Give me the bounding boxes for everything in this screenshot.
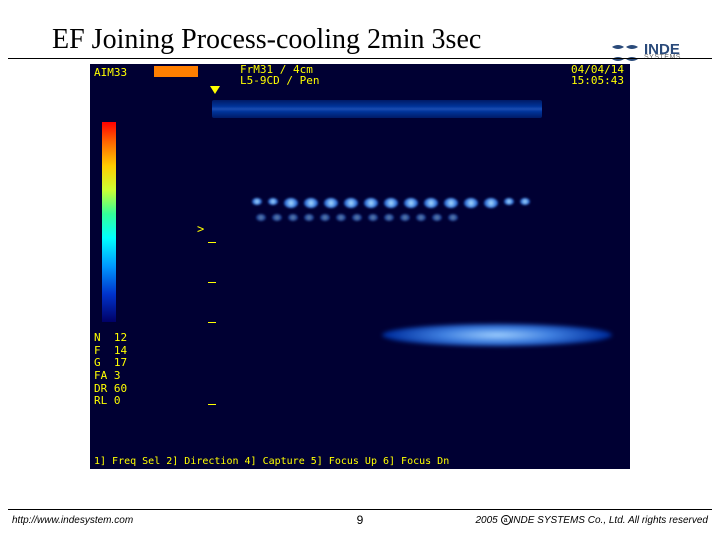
echo-row [252, 198, 530, 208]
probe-info: FrM31 / 4cmL5-9CD / Pen [240, 64, 319, 86]
color-scale-bar [102, 122, 116, 322]
orange-indicator [154, 66, 198, 77]
deep-echo [382, 324, 612, 346]
header-rule [8, 58, 712, 59]
footer-url: http://www.indesystem.com [12, 515, 133, 526]
ultrasound-screenshot: AIM33 FrM31 / 4cmL5-9CD / Pen 04/04/1415… [90, 64, 630, 469]
datetime: 04/04/1415:05:43 [571, 64, 624, 86]
page-number: 9 [357, 513, 364, 527]
menu-bar: 1] Freq Sel 2] Direction 4] Capture 5] F… [90, 454, 630, 469]
slide-footer: http://www.indesystem.com 9 2005 aINDE S… [0, 510, 720, 530]
device-label: AIM33 [94, 66, 127, 79]
surface-strip [212, 100, 542, 118]
echo-row-shadow [256, 214, 458, 221]
footer-copyright: 2005 aINDE SYSTEMS Co., Ltd. All rights … [475, 515, 708, 526]
logo-icon [610, 41, 640, 65]
scan-topbar: AIM33 FrM31 / 4cmL5-9CD / Pen 04/04/1415… [90, 64, 630, 82]
probe-arrow-icon [210, 86, 220, 94]
scan-parameters: N 12 F 14 G 17 FA 3 DR 60 RL 0 [94, 332, 127, 408]
focus-caret: > [197, 222, 204, 236]
slide-title: EF Joining Process-cooling 2min 3sec [0, 24, 481, 56]
scan-field [212, 124, 572, 424]
